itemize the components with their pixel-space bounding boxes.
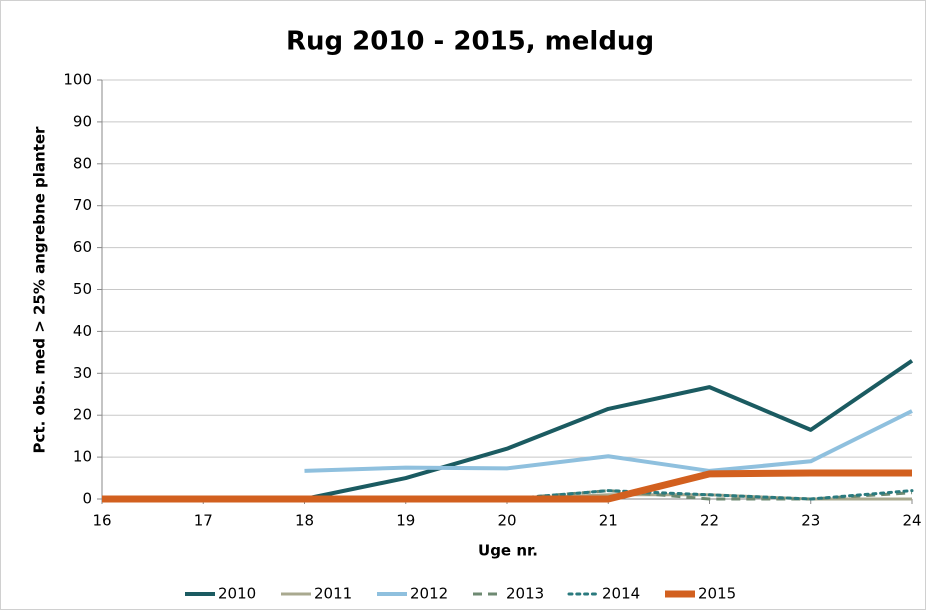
x-tick-label: 17: [194, 512, 213, 530]
series-line: [304, 359, 914, 501]
x-tick-label: 23: [801, 512, 820, 530]
y-tick-label: 20: [73, 406, 92, 424]
series-line: [304, 409, 913, 473]
x-tick-label: 16: [92, 512, 111, 530]
y-tick-label: 70: [73, 196, 92, 214]
series-line: [505, 489, 914, 501]
x-tick-label: 21: [599, 512, 618, 530]
chart-title: Rug 2010 - 2015, meldug: [286, 27, 654, 57]
y-tick-label: 90: [73, 112, 92, 130]
legend-label: 2015: [698, 585, 736, 603]
x-tick-label: 18: [295, 512, 314, 530]
x-tick-label: 20: [497, 512, 516, 530]
legend-label: 2012: [410, 585, 448, 603]
y-tick-label: 80: [73, 154, 92, 172]
legend-label: 2013: [506, 585, 544, 603]
x-tick-label: 22: [700, 512, 719, 530]
x-tick-label: 19: [396, 512, 415, 530]
legend-label: 2014: [602, 585, 640, 603]
legend-label: 2010: [218, 585, 256, 603]
y-axis-title: Pct. obs. med > 25% angrebne planter: [31, 126, 49, 453]
y-tick-label: 50: [73, 280, 92, 298]
y-tick-label: 100: [63, 71, 92, 89]
y-tick-label: 60: [73, 238, 92, 256]
y-tick-label: 10: [73, 448, 92, 466]
x-axis-title: Uge nr.: [478, 542, 538, 560]
y-tick-label: 30: [73, 364, 92, 382]
series-line: [102, 469, 912, 503]
y-tick-label: 0: [82, 490, 92, 508]
y-tick-label: 40: [73, 322, 92, 340]
legend-label: 2011: [314, 585, 352, 603]
x-tick-label: 24: [902, 512, 921, 530]
